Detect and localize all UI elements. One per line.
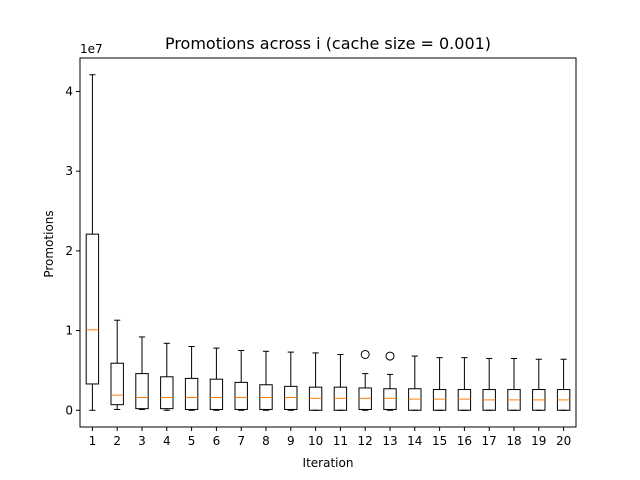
- x-tick-label: 4: [163, 434, 171, 448]
- box-iqr: [432, 389, 447, 411]
- outlier-point: [385, 351, 395, 361]
- box-iqr: [85, 233, 100, 385]
- y-tick-label: 2: [65, 244, 73, 258]
- x-tick-label: 16: [457, 434, 472, 448]
- y-tick-label: 1: [65, 324, 73, 338]
- x-tick-label: 15: [432, 434, 447, 448]
- outlier-point: [360, 349, 370, 359]
- box-iqr: [383, 388, 397, 410]
- x-tick-label: 10: [308, 434, 323, 448]
- box-iqr: [135, 373, 149, 410]
- x-tick-label: 12: [358, 434, 373, 448]
- x-tick-label: 13: [382, 434, 397, 448]
- box-iqr: [457, 389, 472, 411]
- y-tick-label: 3: [65, 164, 73, 178]
- plot-frame: [79, 57, 577, 428]
- x-tick-label: 8: [262, 434, 270, 448]
- box-iqr: [234, 381, 248, 410]
- x-axis-label: Iteration: [303, 456, 354, 470]
- x-tick-label: 6: [213, 434, 221, 448]
- x-tick-label: 20: [556, 434, 571, 448]
- box-iqr: [110, 362, 124, 406]
- box-iqr: [184, 377, 199, 410]
- x-tick-label: 9: [287, 434, 295, 448]
- x-tick-label: 19: [531, 434, 546, 448]
- box-iqr: [160, 376, 174, 410]
- x-tick-label: 3: [138, 434, 146, 448]
- x-tick-label: 1: [89, 434, 97, 448]
- chart-title: Promotions across i (cache size = 0.001): [165, 34, 491, 53]
- y-axis-label: Promotions: [42, 210, 56, 277]
- x-tick-label: 11: [333, 434, 348, 448]
- y-tick-label: 0: [65, 403, 73, 417]
- x-tick-label: 5: [188, 434, 196, 448]
- x-tick-label: 17: [482, 434, 497, 448]
- x-tick-label: 18: [506, 434, 521, 448]
- y-offset-label: 1e7: [80, 42, 103, 56]
- box-iqr: [209, 378, 224, 410]
- x-tick-label: 7: [237, 434, 245, 448]
- y-tick-label: 4: [65, 84, 73, 98]
- x-tick-label: 14: [407, 434, 422, 448]
- x-tick-label: 2: [113, 434, 121, 448]
